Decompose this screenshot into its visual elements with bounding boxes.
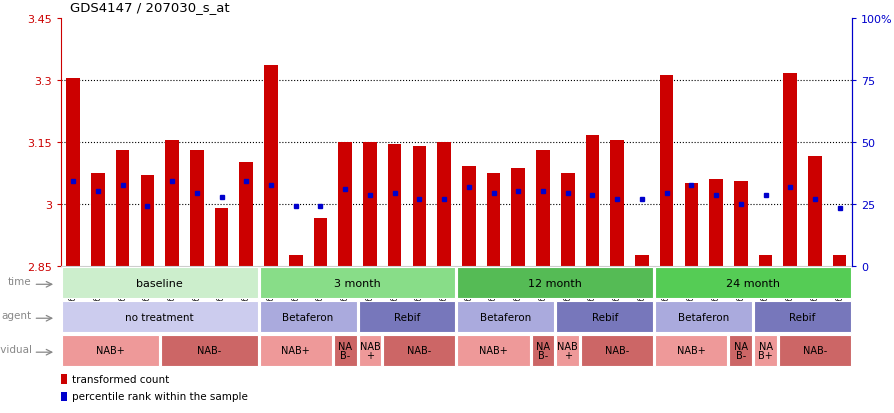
Text: NAB+: NAB+ [478, 346, 507, 356]
Bar [635, 256, 648, 266]
Text: Betaferon: Betaferon [283, 312, 333, 322]
Text: NAB-: NAB- [407, 346, 431, 356]
Text: NAB+: NAB+ [281, 346, 309, 356]
FancyBboxPatch shape [754, 335, 776, 366]
Bar [313, 218, 327, 266]
Bar [461, 167, 475, 266]
Text: NA
B-: NA B- [338, 341, 352, 360]
Text: agent: agent [2, 310, 31, 320]
FancyBboxPatch shape [358, 301, 455, 332]
Bar [387, 144, 401, 266]
FancyBboxPatch shape [754, 301, 850, 332]
Text: Rebif: Rebif [393, 312, 419, 322]
Bar [165, 140, 179, 266]
Bar [338, 142, 351, 266]
Text: NA
B-: NA B- [536, 341, 550, 360]
FancyBboxPatch shape [259, 267, 455, 299]
Bar [733, 181, 746, 266]
FancyBboxPatch shape [654, 335, 727, 366]
Bar [363, 142, 376, 266]
FancyBboxPatch shape [556, 301, 653, 332]
FancyBboxPatch shape [654, 267, 850, 299]
Bar [782, 74, 797, 266]
Bar [115, 150, 130, 266]
Text: Rebif: Rebif [789, 312, 814, 322]
FancyBboxPatch shape [457, 267, 653, 299]
Text: NAB
+: NAB + [557, 341, 578, 360]
Bar [61, 392, 67, 401]
Text: NAB-: NAB- [802, 346, 826, 356]
Text: 12 month: 12 month [527, 278, 582, 288]
Text: NAB+: NAB+ [676, 346, 704, 356]
Text: transformed count: transformed count [72, 374, 169, 384]
Bar [140, 175, 154, 266]
Bar [437, 142, 451, 266]
Text: NAB
+: NAB + [359, 341, 380, 360]
Bar [412, 146, 426, 266]
FancyBboxPatch shape [457, 301, 553, 332]
Bar [561, 173, 574, 266]
Text: NAB-: NAB- [197, 346, 221, 356]
FancyBboxPatch shape [729, 335, 751, 366]
Text: 3 month: 3 month [333, 278, 381, 288]
Bar [264, 66, 277, 266]
FancyBboxPatch shape [62, 335, 158, 366]
Text: percentile rank within the sample: percentile rank within the sample [72, 392, 248, 401]
FancyBboxPatch shape [457, 335, 529, 366]
Text: baseline: baseline [136, 278, 183, 288]
Bar [585, 136, 599, 266]
Bar [215, 208, 228, 266]
Text: Betaferon: Betaferon [480, 312, 531, 322]
FancyBboxPatch shape [383, 335, 455, 366]
Bar [807, 157, 821, 266]
Bar [66, 78, 80, 266]
Bar [659, 76, 672, 266]
Text: NA
B+: NA B+ [757, 341, 772, 360]
Text: 24 month: 24 month [725, 278, 780, 288]
FancyBboxPatch shape [161, 335, 257, 366]
Bar [758, 256, 772, 266]
FancyBboxPatch shape [531, 335, 553, 366]
Bar [708, 179, 722, 266]
Bar [240, 163, 253, 266]
FancyBboxPatch shape [62, 267, 257, 299]
Text: individual: individual [0, 344, 31, 354]
FancyBboxPatch shape [654, 301, 751, 332]
Bar [510, 169, 525, 266]
Text: time: time [8, 276, 31, 286]
Text: Rebif: Rebif [591, 312, 617, 322]
FancyBboxPatch shape [358, 335, 381, 366]
Bar [536, 150, 549, 266]
Bar [289, 256, 302, 266]
Text: no treatment: no treatment [125, 312, 194, 322]
Text: Betaferon: Betaferon [678, 312, 729, 322]
Bar [832, 256, 846, 266]
Text: NA
B-: NA B- [733, 341, 747, 360]
FancyBboxPatch shape [62, 301, 257, 332]
Bar [610, 140, 623, 266]
Bar [61, 375, 67, 384]
Text: GDS4147 / 207030_s_at: GDS4147 / 207030_s_at [70, 2, 229, 14]
Text: NAB+: NAB+ [96, 346, 124, 356]
FancyBboxPatch shape [778, 335, 850, 366]
FancyBboxPatch shape [333, 335, 356, 366]
FancyBboxPatch shape [580, 335, 653, 366]
Bar [190, 150, 204, 266]
FancyBboxPatch shape [556, 335, 578, 366]
FancyBboxPatch shape [259, 301, 356, 332]
Bar [684, 183, 697, 266]
Bar [91, 173, 105, 266]
Text: NAB-: NAB- [604, 346, 628, 356]
Bar [486, 173, 500, 266]
FancyBboxPatch shape [259, 335, 332, 366]
